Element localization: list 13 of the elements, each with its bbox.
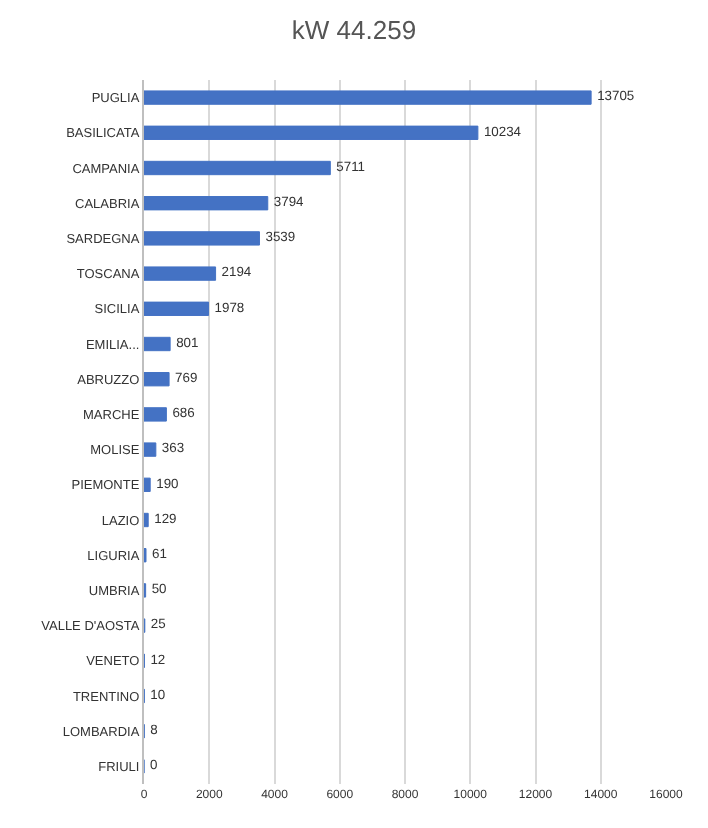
bar (144, 372, 170, 387)
bar (144, 266, 217, 281)
bar (144, 90, 592, 105)
chart-title: kW 44.259 (291, 14, 417, 45)
bar (144, 336, 171, 352)
bar (144, 477, 151, 492)
bar (144, 231, 260, 246)
bar (144, 442, 157, 457)
bar (144, 160, 331, 176)
bar (144, 125, 479, 140)
bar (144, 407, 167, 422)
bar (144, 301, 210, 316)
bar (144, 196, 269, 211)
